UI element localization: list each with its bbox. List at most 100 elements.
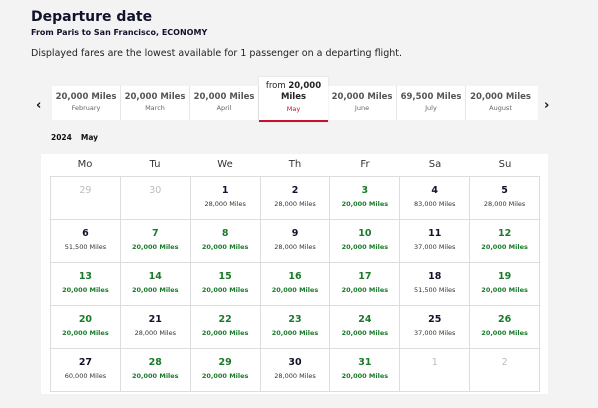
- calendar-day-cell[interactable]: 28 20,000 Miles: [120, 349, 191, 392]
- day-number: 1: [431, 357, 438, 368]
- calendar-day-cell[interactable]: 29 20,000 Miles: [190, 349, 261, 392]
- calendar: Mo Tu We Th Fr Sa Su 29 30 1 28,000 Miles 2 28,000 …: [41, 154, 548, 394]
- calendar-day-cell[interactable]: 10 20,000 Miles: [330, 220, 401, 263]
- chevron-right-icon[interactable]: ›: [544, 98, 550, 113]
- month-tab-february[interactable]: 20,000 Miles February: [52, 86, 121, 120]
- day-fare-price: 20,000 Miles: [62, 286, 109, 294]
- day-number: 26: [497, 314, 512, 325]
- month-tab-april[interactable]: 20,000 Miles April: [190, 86, 259, 120]
- calendar-day-outside-month: 29: [51, 177, 121, 220]
- day-fare-price: 20,000 Miles: [201, 329, 249, 337]
- calendar-day-cell[interactable]: 4 83,000 Miles: [400, 177, 471, 220]
- calendar-day-cell[interactable]: 23 20,000 Miles: [260, 306, 331, 349]
- month-miles-amount: 20,000: [288, 81, 322, 91]
- month-price: 20,000 Miles: [124, 92, 186, 102]
- day-fare-price: 20,000 Miles: [201, 372, 249, 380]
- calendar-day-cell[interactable]: 19 20,000 Miles: [470, 263, 541, 306]
- chevron-left-icon[interactable]: ‹: [36, 98, 42, 113]
- month-price: 20,000 Miles: [55, 92, 117, 102]
- calendar-day-cell[interactable]: 18 51,500 Miles: [400, 263, 471, 306]
- calendar-day-cell[interactable]: 6 51,500 Miles: [51, 220, 121, 263]
- day-fare-price: 60,000 Miles: [64, 372, 107, 380]
- day-fare-price: 20,000 Miles: [481, 243, 528, 251]
- calendar-day-cell[interactable]: 27 60,000 Miles: [51, 349, 121, 392]
- calendar-day-cell[interactable]: 22 20,000 Miles: [190, 306, 261, 349]
- calendar-day-cell[interactable]: 7 20,000 Miles: [120, 220, 191, 263]
- day-fare-price: 20,000 Miles: [132, 372, 179, 380]
- calendar-day-outside-month: 1: [400, 349, 471, 392]
- month-tab-july[interactable]: 69,500 Miles July: [397, 86, 466, 120]
- calendar-day-outside-month: 30: [120, 177, 191, 220]
- day-number: 30: [288, 357, 302, 368]
- day-fare-price: 28,000 Miles: [274, 243, 316, 251]
- calendar-day-cell[interactable]: 24 20,000 Miles: [330, 306, 401, 349]
- month-selector: 20,000 Miles February 20,000 Miles March 20,…: [52, 77, 538, 122]
- month-price: 20,000 Miles: [331, 92, 393, 102]
- month-name: May: [286, 105, 301, 113]
- calendar-week-row: 29 30 1 28,000 Miles 2 28,000 Miles 3 20,000 Mi…: [51, 177, 541, 220]
- weekday-label: Fr: [360, 159, 370, 170]
- calendar-day-cell[interactable]: 16 20,000 Miles: [260, 263, 331, 306]
- calendar-day-outside-month: 2: [470, 349, 541, 392]
- calendar-day-cell[interactable]: 1 28,000 Miles: [190, 177, 261, 220]
- weekday-header: Mo Tu We Th Fr Sa Su: [50, 154, 540, 176]
- calendar-day-cell[interactable]: 13 20,000 Miles: [51, 263, 121, 306]
- calendar-day-cell[interactable]: 5 28,000 Miles: [470, 177, 541, 220]
- day-fare-price: 20,000 Miles: [132, 243, 179, 251]
- calendar-day-cell[interactable]: 31 20,000 Miles: [330, 349, 401, 392]
- month-tab-august[interactable]: 20,000 Miles August: [466, 86, 535, 120]
- day-number: 19: [497, 271, 512, 282]
- calendar-day-cell[interactable]: 30 28,000 Miles: [260, 349, 331, 392]
- calendar-day-cell[interactable]: 9 28,000 Miles: [260, 220, 331, 263]
- month-from-price: from 20,000: [259, 81, 328, 91]
- calendar-day-cell[interactable]: 15 20,000 Miles: [190, 263, 261, 306]
- calendar-year: 2024: [51, 133, 72, 142]
- day-number: 20: [78, 314, 93, 325]
- day-number: 10: [358, 228, 372, 239]
- calendar-day-cell[interactable]: 26 20,000 Miles: [470, 306, 541, 349]
- calendar-day-cell[interactable]: 12 20,000 Miles: [470, 220, 541, 263]
- calendar-day-cell[interactable]: 25 37,000 Miles: [400, 306, 471, 349]
- month-from-label: from: [265, 81, 286, 91]
- day-number: 15: [218, 271, 232, 282]
- calendar-month: May: [80, 133, 99, 142]
- day-fare-price: 20,000 Miles: [341, 286, 389, 294]
- calendar-day-cell[interactable]: 2 28,000 Miles: [260, 177, 331, 220]
- month-tab-march[interactable]: 20,000 Miles March: [121, 86, 190, 120]
- day-fare-price: 20,000 Miles: [132, 286, 179, 294]
- calendar-day-cell[interactable]: 14 20,000 Miles: [120, 263, 191, 306]
- day-fare-price: 20,000 Miles: [341, 372, 389, 380]
- day-fare-price: 20,000 Miles: [271, 286, 319, 294]
- day-number: 8: [221, 228, 229, 239]
- day-number: 7: [151, 228, 159, 239]
- calendar-week-row: 6 51,500 Miles 7 20,000 Miles 8 20,000 Miles 9…: [51, 220, 541, 263]
- calendar-day-cell[interactable]: 20 20,000 Miles: [51, 306, 121, 349]
- day-fare-price: 20,000 Miles: [341, 329, 389, 337]
- month-name: August: [489, 104, 512, 112]
- day-number: 29: [218, 357, 232, 368]
- day-fare-price: 37,000 Miles: [414, 243, 456, 251]
- fare-info-text: Displayed fares are the lowest available…: [31, 48, 402, 59]
- day-number: 22: [218, 314, 232, 325]
- weekday-label: We: [217, 159, 233, 170]
- day-number: 11: [428, 228, 442, 239]
- weekday-label: Th: [288, 159, 302, 170]
- calendar-day-cell[interactable]: 8 20,000 Miles: [190, 220, 261, 263]
- weekday-label: Sa: [428, 159, 442, 170]
- day-fare-price: 51,500 Miles: [64, 243, 107, 251]
- calendar-day-cell[interactable]: 3 20,000 Miles: [330, 177, 401, 220]
- day-number: 12: [497, 228, 512, 239]
- day-number: 5: [501, 185, 508, 196]
- calendar-week-row: 20 20,000 Miles 21 28,000 Miles 22 20,000 Mil…: [51, 306, 541, 349]
- day-fare-price: 20,000 Miles: [341, 243, 389, 251]
- day-number: 17: [358, 271, 372, 282]
- calendar-day-cell[interactable]: 21 28,000 Miles: [120, 306, 191, 349]
- day-number: 3: [361, 185, 369, 196]
- day-number: 16: [288, 271, 302, 282]
- month-tab-june[interactable]: 20,000 Miles June: [328, 86, 397, 120]
- day-fare-price: 20,000 Miles: [201, 286, 249, 294]
- calendar-day-cell[interactable]: 11 37,000 Miles: [400, 220, 471, 263]
- page-title: Departure date: [31, 9, 153, 25]
- month-tab-may[interactable]: from 20,000 Miles May: [259, 77, 328, 122]
- calendar-day-cell[interactable]: 17 20,000 Miles: [330, 263, 401, 306]
